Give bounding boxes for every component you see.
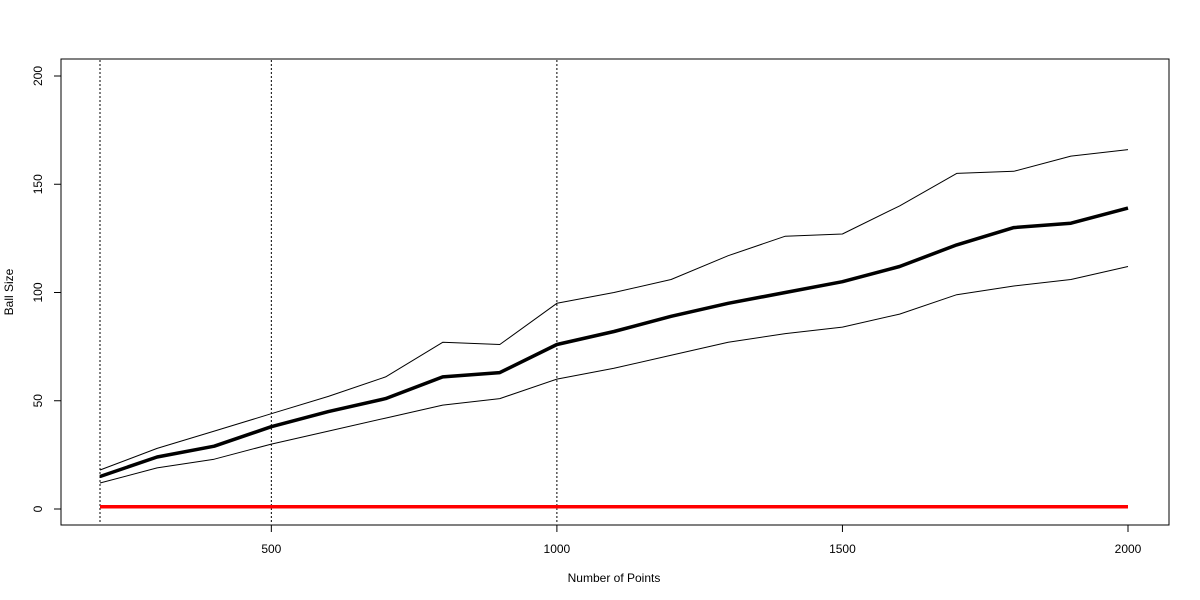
- y-axis-title: Ball Size: [2, 268, 16, 315]
- x-tick-label: 2000: [1115, 542, 1142, 556]
- y-axis: 0 50 100 150 200: [31, 66, 61, 512]
- x-axis-title: Number of Points: [568, 571, 661, 585]
- y-tick-label: 200: [31, 66, 45, 86]
- y-tick-label: 100: [31, 282, 45, 302]
- y-tick-label: 150: [31, 174, 45, 194]
- x-tick-label: 1000: [544, 542, 571, 556]
- y-tick-label: 50: [31, 394, 45, 408]
- x-tick-label: 1500: [829, 542, 856, 556]
- series-line-1: [99, 149, 1129, 471]
- y-tick-label: 0: [31, 505, 45, 512]
- x-tick-label: 500: [261, 542, 281, 556]
- reference-lines: [99, 60, 558, 524]
- series-line-3: [99, 266, 1129, 484]
- x-axis: 500 1000 1500 2000: [261, 525, 1142, 556]
- series-layer: [99, 149, 1129, 509]
- series-line-2: [99, 206, 1129, 479]
